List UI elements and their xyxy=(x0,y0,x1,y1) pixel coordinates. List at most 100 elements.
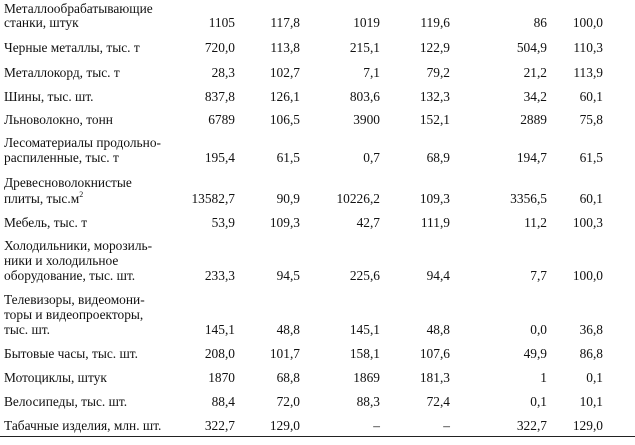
table-cell: 504,9 xyxy=(516,40,547,55)
table-cell: 111,9 xyxy=(420,215,450,230)
table-cell: 145,1 xyxy=(349,322,380,337)
table-cell: 158,1 xyxy=(349,346,380,361)
row-label: Лесоматериалы продольно- xyxy=(4,135,161,150)
table-cell: 61,5 xyxy=(276,150,300,165)
table-cell: 113,9 xyxy=(573,65,603,80)
table-cell: 11,2 xyxy=(524,215,547,230)
table-cell: 837,8 xyxy=(204,89,235,104)
table-cell: 152,1 xyxy=(419,112,450,127)
table-cell: 129,0 xyxy=(269,418,300,433)
row-label: Металлообрабатывающие xyxy=(4,1,153,16)
table-cell: 322,7 xyxy=(516,418,547,433)
table-cell: 215,1 xyxy=(349,40,380,55)
table-cell: 68,8 xyxy=(276,370,300,385)
row-label: Черные металлы, тыс. т xyxy=(4,40,140,55)
table-cell: 90,9 xyxy=(276,191,300,206)
table-cell: 72,0 xyxy=(276,394,300,409)
row-label: Мебель, тыс. т xyxy=(4,215,88,230)
table-cell: 28,3 xyxy=(211,65,235,80)
table-cell: 49,9 xyxy=(523,346,547,361)
table-cell: 0,1 xyxy=(530,394,547,409)
row-label: ники и холодильное xyxy=(4,253,119,268)
row-label: Велосипеды, тыс. шт. xyxy=(4,394,128,409)
table-cell: 1105 xyxy=(208,15,235,30)
table-cell: 7,7 xyxy=(530,268,547,283)
row-label: Льноволокно, тонн xyxy=(4,112,113,127)
table-cell: 3900 xyxy=(353,112,380,127)
table-cell: 7,1 xyxy=(363,65,380,80)
superscript: 2 xyxy=(79,190,84,199)
table-cell: 10,1 xyxy=(579,394,603,409)
row-label: Бытовые часы, тыс. шт. xyxy=(4,346,138,361)
table-cell: 79,2 xyxy=(426,65,450,80)
table-cell: 21,2 xyxy=(523,65,547,80)
table-cell: 48,8 xyxy=(276,322,300,337)
row-label: распиленные, тыс. т xyxy=(4,150,119,165)
table-cell: 1869 xyxy=(353,370,380,385)
table-cell: 61,5 xyxy=(579,150,603,165)
row-label: Металлокорд, тыс. т xyxy=(4,65,120,80)
table-cell: 34,2 xyxy=(523,89,547,104)
table-cell: 1870 xyxy=(208,370,235,385)
table-cell: 94,5 xyxy=(276,268,300,283)
table-cell: 119,6 xyxy=(420,15,450,30)
row-label: Холодильники, морозиль- xyxy=(4,238,153,253)
table-cell: 0,1 xyxy=(586,370,603,385)
table-cell: 122,9 xyxy=(419,40,450,55)
row-label: оборудование, тыс. шт. xyxy=(4,268,136,283)
table-cell: 68,9 xyxy=(426,150,450,165)
table-bottom-rule xyxy=(0,436,635,437)
table-cell: 2889 xyxy=(520,112,547,127)
table-cell: – xyxy=(443,418,450,433)
table-cell: 109,3 xyxy=(419,191,450,206)
table-cell: 48,8 xyxy=(426,322,450,337)
table-cell: 145,1 xyxy=(204,322,235,337)
row-label: тыс. шт. xyxy=(4,322,50,337)
table-cell: 60,1 xyxy=(579,191,603,206)
table-cell: 126,1 xyxy=(269,89,300,104)
table-cell: 86,8 xyxy=(579,346,603,361)
table-cell: 0,7 xyxy=(363,150,380,165)
table-cell: 1019 xyxy=(353,15,380,30)
table-cell: 42,7 xyxy=(356,215,380,230)
table-cell: 106,5 xyxy=(269,112,300,127)
table-cell: 13582,7 xyxy=(191,191,235,206)
table-cell: 88,3 xyxy=(356,394,380,409)
table-cell: 0,0 xyxy=(530,322,547,337)
table-cell: 3356,5 xyxy=(510,191,547,206)
table-cell: 75,8 xyxy=(579,112,603,127)
row-label: Телевизоры, видеомони- xyxy=(4,292,145,307)
table-cell: 803,6 xyxy=(349,89,380,104)
table-cell: 113,8 xyxy=(270,40,300,55)
table-cell: 132,3 xyxy=(419,89,450,104)
row-label: Мотоциклы, штук xyxy=(4,370,107,385)
table-cell: 94,4 xyxy=(426,268,450,283)
table-cell: – xyxy=(373,418,380,433)
table-cell: 102,7 xyxy=(269,65,300,80)
table-cell: 194,7 xyxy=(516,150,547,165)
table-cell: 110,3 xyxy=(573,40,603,55)
table-cell: 36,8 xyxy=(579,322,603,337)
table-cell: 225,6 xyxy=(349,268,380,283)
table-cell: 100,0 xyxy=(572,15,603,30)
row-label: Табачные изделия, млн. шт. xyxy=(4,418,162,433)
table-cell: 195,4 xyxy=(204,150,235,165)
table-cell: 86 xyxy=(533,15,547,30)
row-label: торы и видеопроекторы, xyxy=(4,307,144,322)
table-cell: 88,4 xyxy=(211,394,235,409)
table-cell: 117,8 xyxy=(270,15,300,30)
table-cell: 53,9 xyxy=(211,215,235,230)
row-label: плиты, тыс.м xyxy=(4,191,80,206)
row-label: станки, штук xyxy=(4,15,79,30)
table-cell: 72,4 xyxy=(426,394,450,409)
table-cell: 720,0 xyxy=(204,40,235,55)
row-label-with-unit: плиты, тыс.м2 xyxy=(4,190,84,207)
table-cell: 322,7 xyxy=(204,418,235,433)
table-cell: 233,3 xyxy=(204,268,235,283)
table-cell: 100,0 xyxy=(572,268,603,283)
table-cell: 60,1 xyxy=(579,89,603,104)
table-cell: 181,3 xyxy=(419,370,450,385)
table-cell: 109,3 xyxy=(269,215,300,230)
table-cell: 208,0 xyxy=(204,346,235,361)
